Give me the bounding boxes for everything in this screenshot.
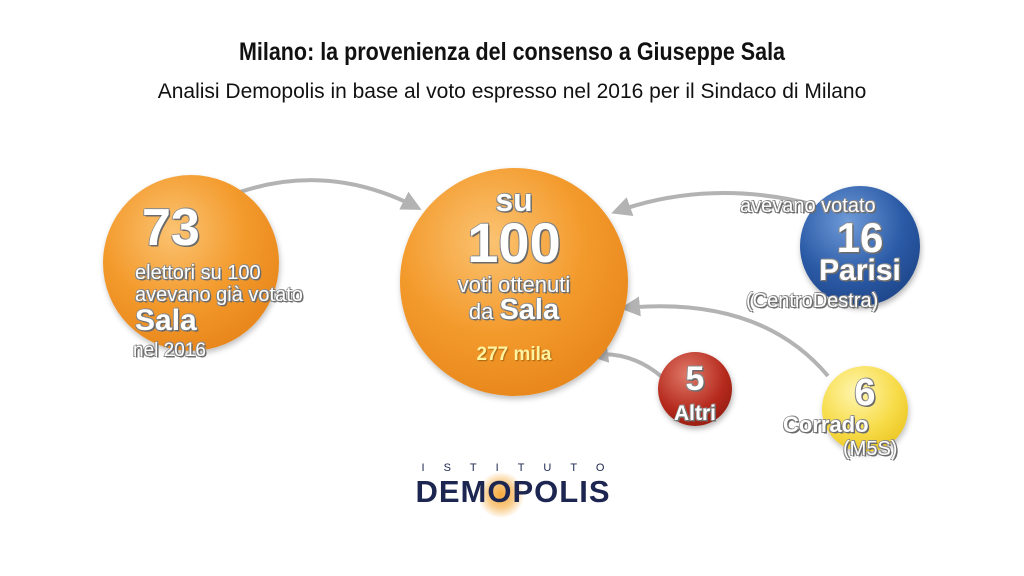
sala-2016-line4: nel 2016 xyxy=(133,340,206,361)
altri-value: 5 xyxy=(685,360,705,398)
center-line2-prefix: da xyxy=(468,299,500,324)
parisi-party: (CentroDestra) xyxy=(746,290,879,312)
center-value: 100 xyxy=(467,211,561,274)
sala-2016-circle xyxy=(103,175,279,351)
demopolis-logo: DEMOPOLIS xyxy=(415,474,611,509)
chart-title: Milano: la provenienza del consenso a Gi… xyxy=(238,38,786,66)
altri-name: Altri xyxy=(674,402,716,425)
logo-glow xyxy=(478,472,524,518)
sala-2016-value: 73 xyxy=(142,199,200,257)
sala-2016-line2: avevano già votato xyxy=(135,284,303,306)
corrado-party: (M5S) xyxy=(843,438,898,460)
center-line1: voti ottenuti xyxy=(457,272,571,297)
center-su: su xyxy=(495,182,533,218)
arrow-corrado xyxy=(620,296,830,378)
center-line2: da Sala xyxy=(414,294,614,327)
sala-2016-name: Sala xyxy=(135,304,197,337)
parisi-circle xyxy=(800,186,920,306)
altri-circle xyxy=(658,352,732,426)
center-circle xyxy=(400,168,628,396)
parisi-label-top: avevano votato xyxy=(740,195,876,217)
corrado-value: 6 xyxy=(854,372,876,414)
corrado-name: Corrado xyxy=(783,412,869,437)
center-line2-name: Sala xyxy=(499,294,560,326)
chart-subtitle: Analisi Demopolis in base al voto espres… xyxy=(157,80,867,103)
parisi-value: 16 xyxy=(836,214,884,261)
arrow-sala-2016 xyxy=(239,178,422,210)
center-total: 277 mila xyxy=(476,344,552,365)
sala-2016-line1: elettori su 100 xyxy=(135,262,261,284)
parisi-name: Parisi xyxy=(819,254,901,287)
arrow-parisi xyxy=(611,191,816,217)
logo-top-text: ISTITUTO xyxy=(421,462,624,474)
corrado-circle xyxy=(822,366,908,452)
